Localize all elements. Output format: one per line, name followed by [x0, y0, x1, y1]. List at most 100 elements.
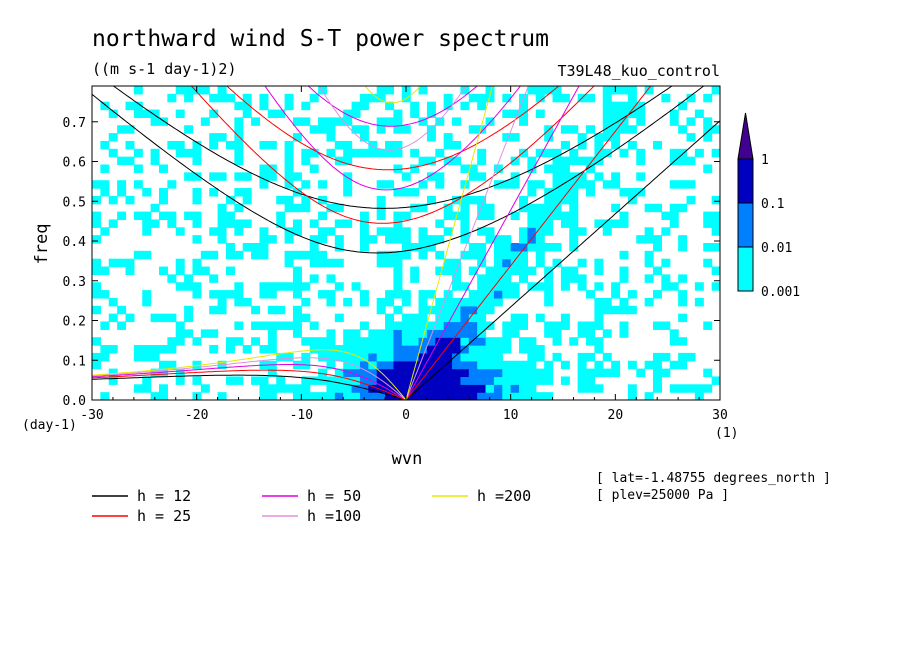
power-cell	[209, 109, 219, 118]
power-cell	[351, 282, 361, 291]
power-cell	[318, 337, 328, 346]
power-cell	[452, 313, 462, 323]
power-cell	[343, 360, 353, 370]
power-cell	[552, 172, 562, 181]
power-cell	[108, 313, 118, 323]
power-cell	[519, 368, 529, 378]
power-cell	[292, 384, 302, 393]
power-cell	[376, 345, 386, 354]
power-cell	[443, 133, 453, 142]
power-cell	[468, 392, 478, 400]
power-cell	[343, 156, 353, 166]
power-cell	[192, 211, 202, 221]
lat-annotation: [ lat=-1.48755 degrees_north ]	[596, 471, 831, 486]
power-cell	[468, 352, 478, 362]
power-cell	[359, 243, 369, 252]
power-cell	[368, 376, 378, 385]
power-cell	[435, 337, 445, 346]
power-cell	[209, 274, 219, 283]
power-cell	[669, 211, 679, 221]
power-cell	[410, 329, 420, 338]
power-cell	[619, 305, 629, 315]
power-cell	[192, 258, 202, 268]
power-cell	[251, 117, 261, 126]
power-cell	[318, 211, 328, 221]
power-cell	[611, 203, 621, 213]
power-cell	[209, 250, 219, 260]
power-cell	[602, 305, 612, 315]
power-cell	[594, 172, 604, 181]
dispersion-curve	[226, 86, 560, 171]
power-cell	[460, 321, 470, 330]
power-cell	[376, 384, 386, 393]
power-cell	[368, 392, 378, 400]
power-cell	[560, 164, 570, 173]
power-cell	[276, 321, 286, 330]
power-cell	[535, 368, 545, 378]
power-cell	[393, 140, 403, 150]
power-cell	[426, 305, 436, 315]
power-cell	[460, 345, 470, 354]
power-cell	[292, 290, 302, 299]
power-cell	[326, 117, 336, 126]
power-cell	[192, 188, 202, 197]
power-cell	[401, 227, 411, 236]
power-cell	[678, 203, 688, 213]
power-cell	[493, 384, 503, 393]
power-cell	[711, 148, 720, 158]
power-cell	[150, 148, 160, 158]
power-cell	[393, 282, 403, 291]
power-cell	[477, 376, 487, 385]
power-cell	[544, 329, 554, 338]
power-cell	[309, 125, 319, 134]
power-cell	[242, 345, 252, 354]
power-cell	[359, 345, 369, 354]
power-cell	[627, 360, 637, 370]
power-cell	[259, 321, 269, 330]
power-cell	[184, 329, 194, 338]
power-cell	[192, 290, 202, 299]
legend-label: h = 50	[307, 487, 361, 505]
power-cell	[418, 235, 428, 244]
power-cell	[594, 305, 604, 315]
power-cell	[108, 195, 118, 205]
power-cell	[535, 86, 545, 95]
power-cell	[452, 345, 462, 354]
power-cell	[334, 203, 344, 213]
power-cell	[376, 93, 386, 103]
power-cell	[569, 227, 579, 236]
power-cell	[217, 172, 227, 181]
power-cell	[586, 384, 595, 393]
power-cell	[493, 345, 503, 354]
power-cell	[510, 384, 520, 393]
power-cell	[343, 148, 353, 158]
power-cell	[686, 156, 696, 166]
power-cell	[560, 219, 570, 228]
power-cell	[267, 290, 277, 299]
power-cell	[376, 329, 386, 338]
power-cell	[393, 266, 403, 275]
power-cell	[577, 321, 587, 330]
power-cell	[678, 290, 688, 299]
power-cell	[209, 329, 219, 338]
power-cell	[502, 109, 512, 118]
power-cell	[477, 305, 487, 315]
power-cell	[284, 180, 294, 189]
power-cell	[167, 360, 177, 370]
power-cell	[410, 313, 420, 323]
dispersion-curve	[405, 86, 652, 400]
power-cell	[385, 148, 395, 158]
power-cell	[569, 203, 579, 213]
power-cell	[142, 109, 152, 118]
power-cell	[385, 345, 395, 354]
power-cell	[552, 243, 562, 252]
power-cell	[276, 376, 286, 385]
power-cell	[359, 360, 369, 370]
power-cell	[385, 392, 395, 400]
power-cell	[301, 180, 311, 189]
power-cell	[644, 86, 654, 95]
power-cell	[485, 345, 495, 354]
power-cell	[142, 227, 152, 236]
power-cell	[477, 227, 487, 236]
power-cell	[443, 140, 453, 150]
